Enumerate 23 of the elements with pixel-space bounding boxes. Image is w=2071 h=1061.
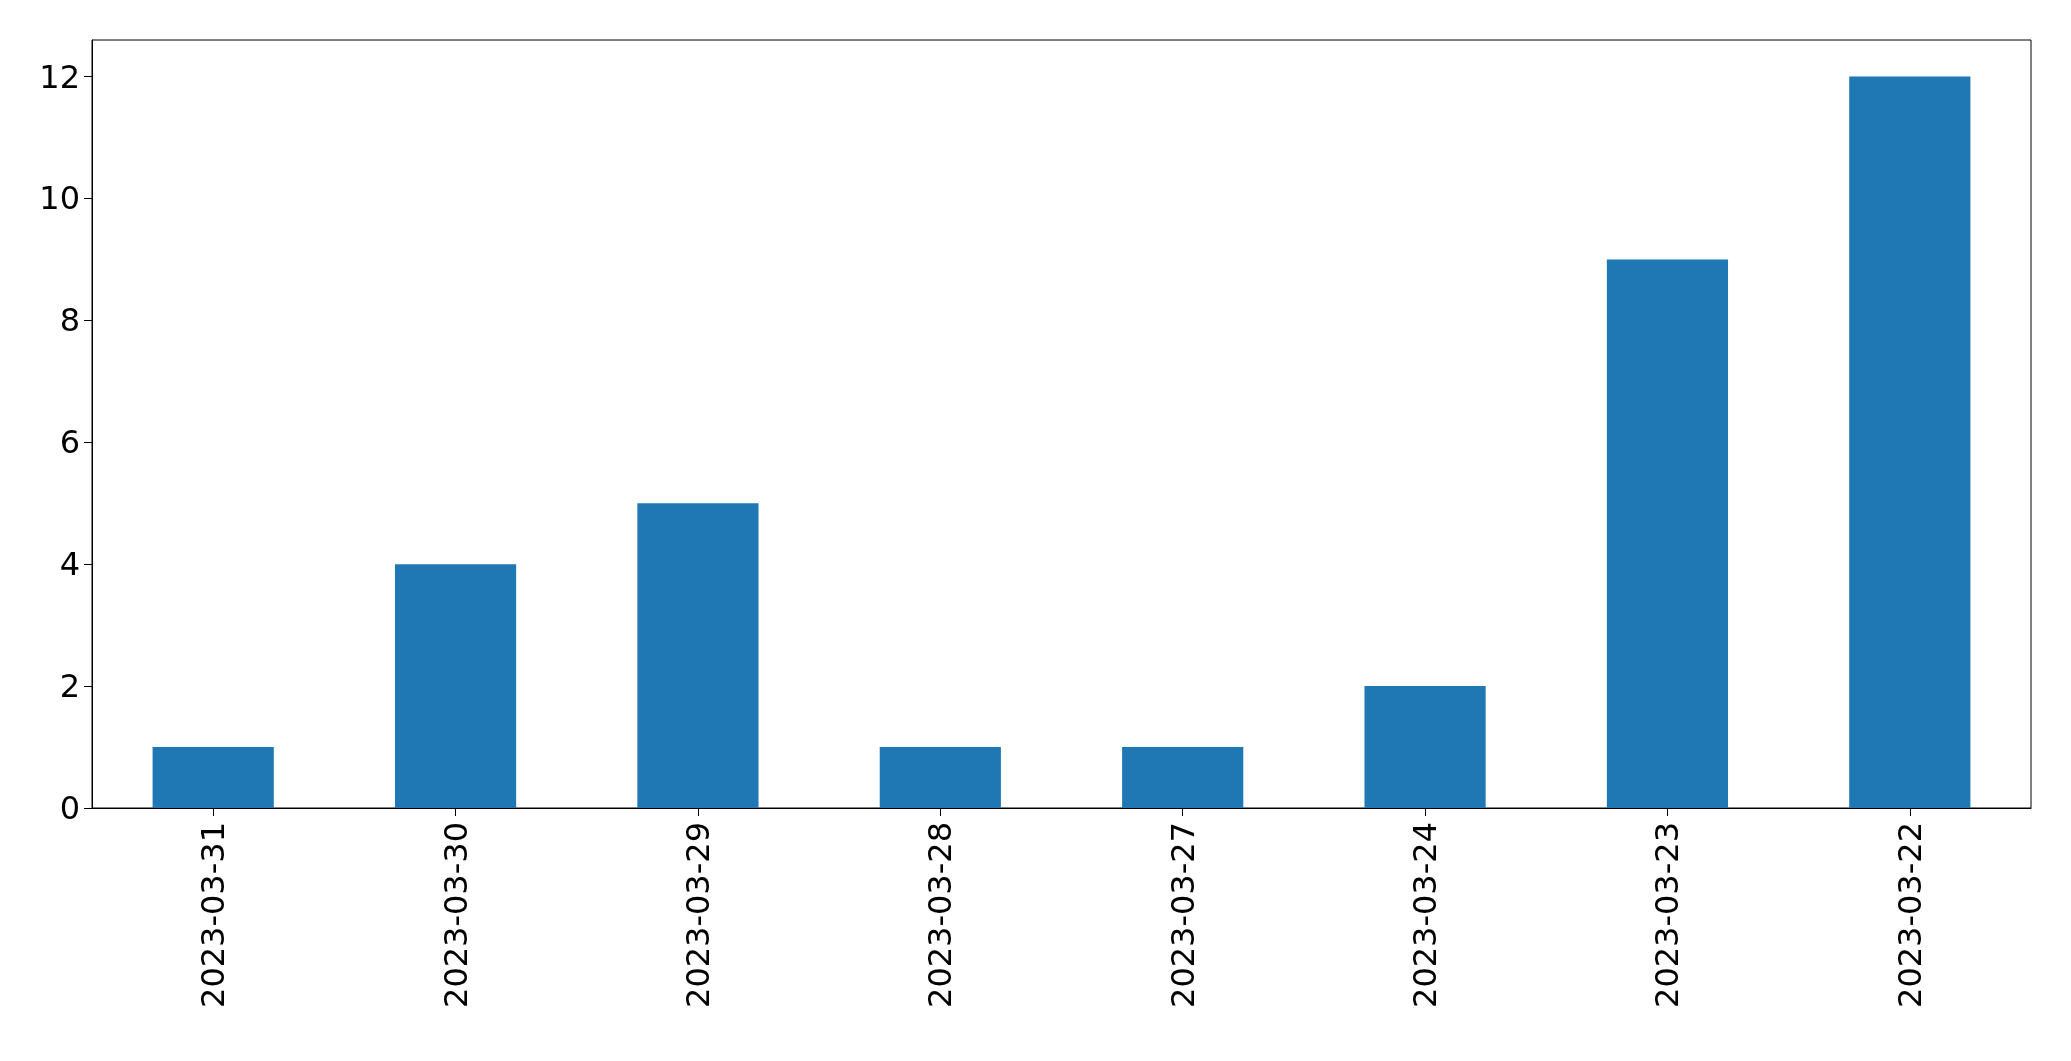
x-tick-label: 2023-03-24	[1406, 822, 1445, 1008]
y-tick-label: 8	[59, 301, 80, 340]
x-tick-label: 2023-03-29	[678, 822, 717, 1008]
bar	[637, 503, 759, 808]
bar	[1849, 76, 1971, 808]
x-tick-label: 2023-03-23	[1648, 822, 1687, 1008]
bar	[394, 564, 517, 808]
y-tick-label: 2	[59, 667, 80, 706]
bar	[1606, 259, 1729, 808]
y-tick-label: 10	[39, 179, 80, 218]
bar	[152, 747, 274, 808]
x-tick-label: 2023-03-22	[1890, 822, 1929, 1008]
y-tick-label: 0	[59, 789, 80, 827]
x-tick-label: 2023-03-31	[194, 822, 233, 1008]
x-tick-label: 2023-03-27	[1163, 822, 1202, 1008]
x-tick-label: 2023-03-28	[921, 822, 960, 1008]
y-tick-label: 12	[39, 57, 80, 96]
y-tick-label: 6	[59, 423, 80, 462]
bar	[1122, 747, 1244, 808]
x-tick-label: 2023-03-30	[436, 822, 475, 1008]
bar	[1364, 686, 1486, 808]
bar	[879, 747, 1001, 808]
y-tick-label: 4	[59, 545, 80, 584]
